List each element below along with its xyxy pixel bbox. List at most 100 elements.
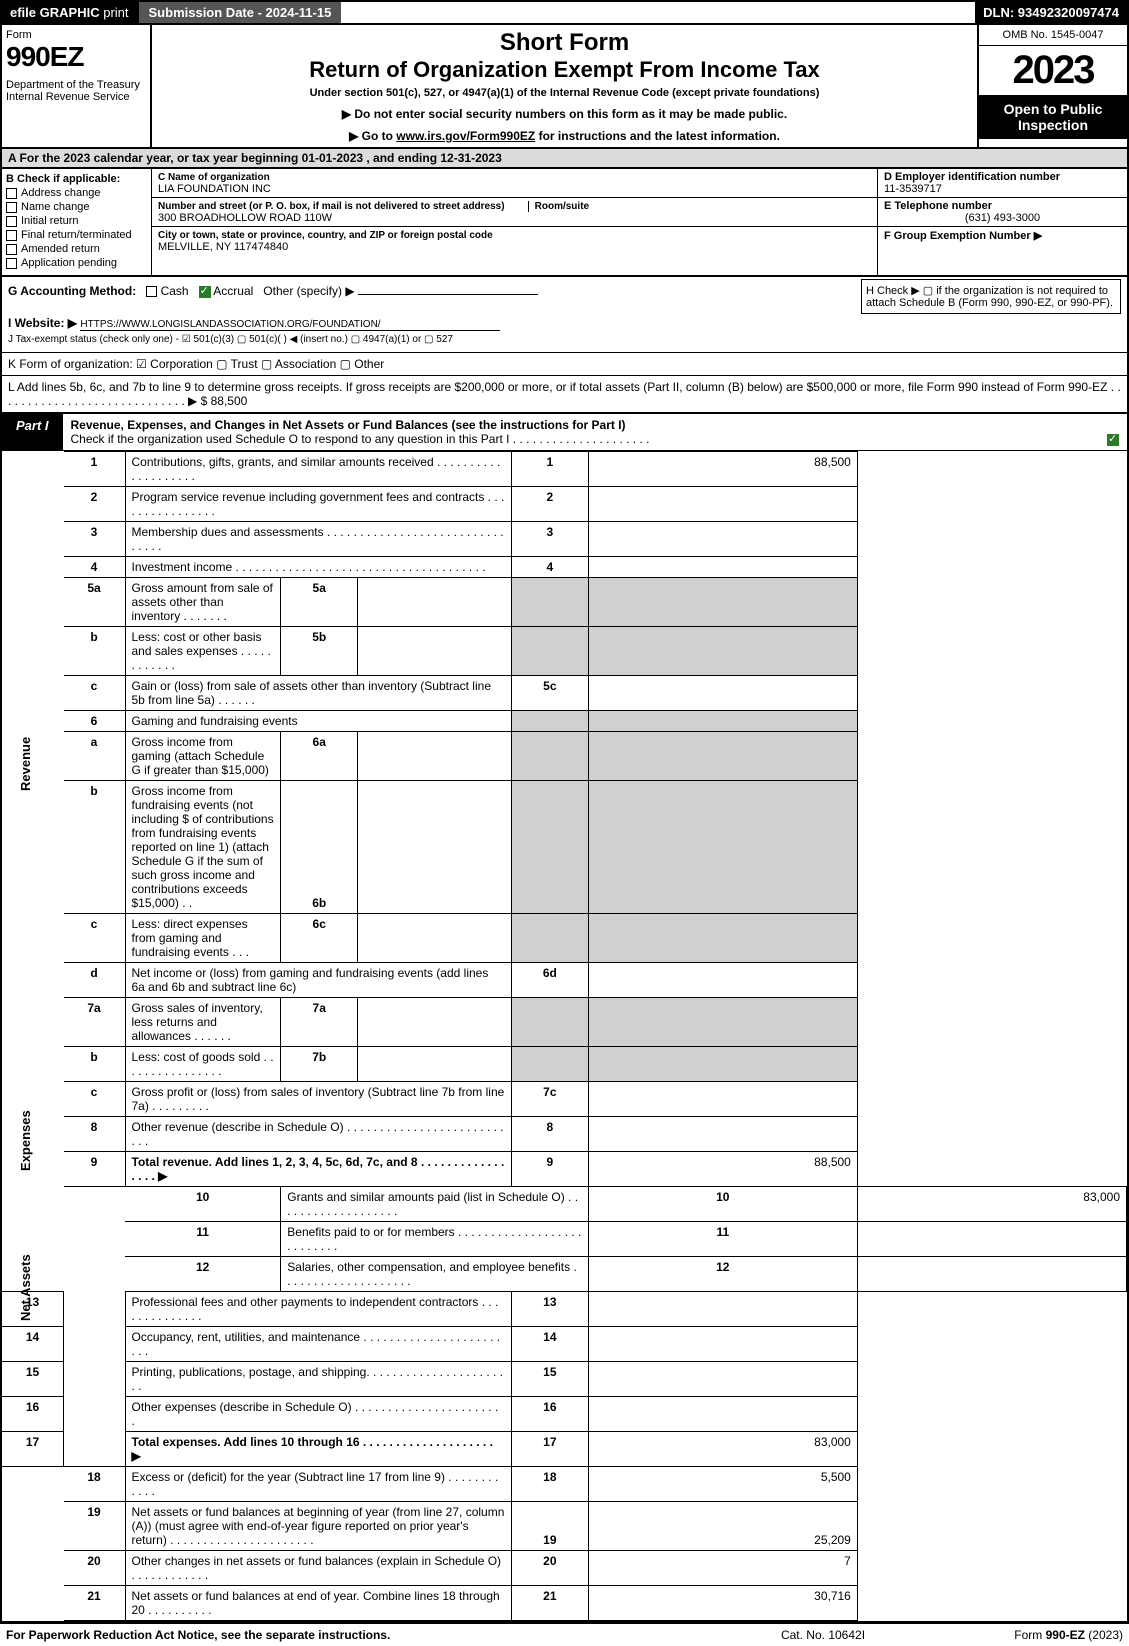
amt <box>588 998 857 1047</box>
d: Excess or (deficit) for the year (Subtra… <box>125 1467 511 1502</box>
d-text: Total revenue. Add lines 1, 2, 3, 4, 5c,… <box>132 1155 505 1183</box>
d: Total expenses. Add lines 10 through 16 … <box>125 1432 511 1467</box>
d: Membership dues and assessments . . . . … <box>125 522 511 557</box>
chk-amended-return[interactable]: Amended return <box>6 243 147 255</box>
n: 7a <box>64 998 126 1047</box>
row-7a: 7aGross sales of inventory, less returns… <box>2 998 1127 1047</box>
opt-pending: Application pending <box>21 257 117 269</box>
ein-row: D Employer identification number 11-3539… <box>878 169 1127 198</box>
ln: 17 <box>511 1432 588 1467</box>
n: 11 <box>125 1222 281 1257</box>
ln: 13 <box>511 1292 588 1327</box>
d-text: Total expenses. Add lines 10 through 16 … <box>132 1435 493 1463</box>
checkbox-icon <box>6 258 17 269</box>
row-6: 6Gaming and fundraising events <box>2 711 1127 732</box>
n: 12 <box>125 1257 281 1292</box>
row-14: 14Occupancy, rent, utilities, and mainte… <box>2 1327 1127 1362</box>
sub: 7b <box>281 1047 358 1082</box>
ln: 8 <box>511 1117 588 1152</box>
d: Gross income from gaming (attach Schedul… <box>125 732 281 781</box>
amt <box>588 711 857 732</box>
line-a-text: A For the 2023 calendar year, or tax yea… <box>8 151 502 165</box>
form-ref-pre: Form <box>1014 1628 1045 1642</box>
d: Gross amount from sale of assets other t… <box>125 578 281 627</box>
amt <box>588 487 857 522</box>
paperwork-notice: For Paperwork Reduction Act Notice, see … <box>6 1628 723 1642</box>
d: Gaming and fundraising events <box>125 711 511 732</box>
row-7b: bLess: cost of goods sold . . . . . . . … <box>2 1047 1127 1082</box>
n: a <box>64 732 126 781</box>
irs-link[interactable]: www.irs.gov/Form990EZ <box>396 129 535 143</box>
chk-initial-return[interactable]: Initial return <box>6 215 147 227</box>
ln: 21 <box>511 1586 588 1621</box>
checkbox-icon <box>6 216 17 227</box>
n: 8 <box>64 1117 126 1152</box>
line-a: A For the 2023 calendar year, or tax yea… <box>0 149 1129 169</box>
ln <box>511 578 588 627</box>
row-2: 2Program service revenue including gover… <box>2 487 1127 522</box>
efile-graphic-print[interactable]: efile GRAPHIC print <box>2 2 137 23</box>
row-7c: cGross profit or (loss) from sales of in… <box>2 1082 1127 1117</box>
n: 9 <box>64 1152 126 1187</box>
row-13: 13Professional fees and other payments t… <box>2 1292 1127 1327</box>
g-accrual: Accrual <box>213 284 253 298</box>
chk-name-change[interactable]: Name change <box>6 201 147 213</box>
return-title: Return of Organization Exempt From Incom… <box>156 57 973 83</box>
form-ref-bold: 990-EZ <box>1046 1628 1085 1642</box>
open-to-public: Open to Public Inspection <box>979 95 1127 139</box>
amt <box>588 522 857 557</box>
amt: 7 <box>588 1551 857 1586</box>
section-def: D Employer identification number 11-3539… <box>877 169 1127 275</box>
subval <box>358 1047 512 1082</box>
d: Program service revenue including govern… <box>125 487 511 522</box>
ln: 6d <box>511 963 588 998</box>
checkbox-icon <box>6 230 17 241</box>
ln: 18 <box>511 1467 588 1502</box>
n: 16 <box>2 1397 64 1432</box>
ln <box>511 781 588 914</box>
ln <box>511 998 588 1047</box>
ln: 12 <box>588 1257 857 1292</box>
d: Net income or (loss) from gaming and fun… <box>125 963 511 998</box>
n: 14 <box>2 1327 64 1362</box>
amt: 25,209 <box>588 1502 857 1551</box>
ln: 4 <box>511 557 588 578</box>
checkbox-icon[interactable] <box>146 286 157 297</box>
g-cash: Cash <box>161 284 189 298</box>
chk-application-pending[interactable]: Application pending <box>6 257 147 269</box>
other-specify-input[interactable] <box>358 294 538 295</box>
n: b <box>64 1047 126 1082</box>
amt <box>588 1117 857 1152</box>
chk-final-return[interactable]: Final return/terminated <box>6 229 147 241</box>
d: Benefits paid to or for members . . . . … <box>281 1222 589 1257</box>
efile-label: efile <box>10 5 36 20</box>
subval <box>358 578 512 627</box>
row-9: 9Total revenue. Add lines 1, 2, 3, 4, 5c… <box>2 1152 1127 1187</box>
d: Less: cost or other basis and sales expe… <box>125 627 281 676</box>
ln: 7c <box>511 1082 588 1117</box>
n: 10 <box>125 1187 281 1222</box>
website-val: HTTPS://WWW.LONGISLANDASSOCIATION.ORG/FO… <box>80 319 500 331</box>
form-header: Form 990EZ Department of the Treasury In… <box>0 25 1129 149</box>
chk-address-change[interactable]: Address change <box>6 187 147 199</box>
amt <box>588 578 857 627</box>
street-label: Number and street (or P. O. box, if mail… <box>158 201 505 212</box>
amt <box>588 627 857 676</box>
form-table: 1Contributions, gifts, grants, and simil… <box>2 451 1127 1621</box>
row-17: 17 Total expenses. Add lines 10 through 1… <box>2 1432 1127 1467</box>
city-row: City or town, state or province, country… <box>152 227 877 255</box>
amt <box>588 1397 857 1432</box>
section-i: I Website: ▶ HTTPS://WWW.LONGISLANDASSOC… <box>8 316 1121 331</box>
section-h: H Check ▶ ▢ if the organization is not r… <box>861 279 1121 314</box>
city-val: MELVILLE, NY 117474840 <box>158 241 288 253</box>
l-text: L Add lines 5b, 6c, and 7b to line 9 to … <box>8 380 1121 408</box>
d: Salaries, other compensation, and employ… <box>281 1257 589 1292</box>
phone-val: (631) 493-3000 <box>884 212 1121 224</box>
n: 21 <box>64 1586 126 1621</box>
i-label: I Website: ▶ <box>8 316 77 330</box>
n: 3 <box>64 522 126 557</box>
city-label: City or town, state or province, country… <box>158 230 493 241</box>
block-bcdef: B Check if applicable: Address change Na… <box>0 169 1129 277</box>
g-other: Other (specify) ▶ <box>263 284 354 298</box>
row-11: 11Benefits paid to or for members . . . … <box>2 1222 1127 1257</box>
